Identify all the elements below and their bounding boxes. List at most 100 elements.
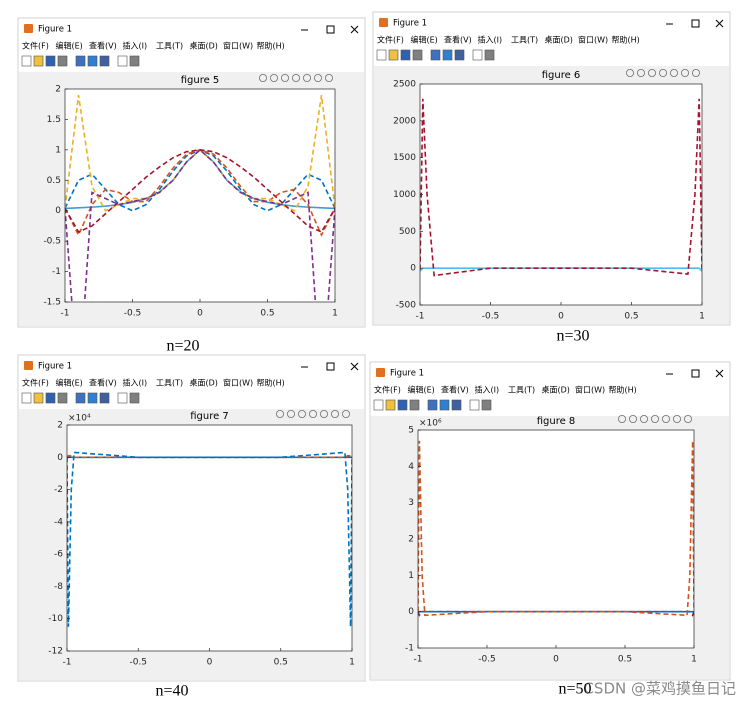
menu-item[interactable]: 帮助(H) (257, 378, 285, 388)
toolbar-button[interactable] (373, 399, 384, 411)
axes-toolbar-button[interactable] (269, 74, 278, 83)
menu-item[interactable]: 插入(I) (475, 385, 500, 395)
axes-toolbar-button[interactable] (692, 69, 701, 78)
toolbar-button[interactable] (33, 55, 44, 67)
menu-item[interactable]: 查看(V) (89, 41, 117, 51)
axes-toolbar-button[interactable] (684, 414, 693, 423)
toolbar-button[interactable] (454, 49, 465, 61)
menu-item[interactable]: 帮助(H) (612, 35, 640, 45)
menu-item[interactable]: 插入(I) (123, 41, 148, 51)
menu-item[interactable]: 帮助(H) (609, 385, 637, 395)
toolbar-button[interactable] (129, 55, 140, 67)
menu-item[interactable]: 桌面(D) (545, 35, 573, 45)
axes-toolbar-button[interactable] (670, 69, 679, 78)
menu-item[interactable]: 窗口(W) (578, 35, 608, 45)
toolbar-button[interactable] (75, 392, 86, 404)
menu-item[interactable]: 帮助(H) (257, 41, 285, 51)
menu-item[interactable]: 工具(T) (156, 379, 183, 388)
toolbar-button[interactable] (472, 49, 483, 61)
menu-item[interactable]: 文件(F) (374, 385, 401, 395)
toolbar-button[interactable] (129, 392, 140, 404)
axes-toolbar-button[interactable] (662, 414, 671, 423)
menu-item[interactable]: 文件(F) (22, 41, 49, 51)
menu-item[interactable]: 文件(F) (377, 35, 404, 45)
toolbar-button[interactable] (397, 399, 408, 411)
axes-toolbar-button[interactable] (286, 409, 295, 418)
menu-item[interactable]: 窗口(W) (223, 378, 253, 388)
axes-toolbar-button[interactable] (258, 74, 267, 83)
toolbar-button[interactable] (388, 49, 399, 61)
toolbar-button[interactable] (87, 55, 98, 67)
menu-item[interactable]: 编辑(E) (56, 41, 83, 51)
toolbar-button[interactable] (45, 392, 56, 404)
axes-toolbar-button[interactable] (341, 409, 350, 418)
maximize-button[interactable] (691, 19, 700, 28)
toolbar-button[interactable] (87, 392, 98, 404)
menu-item[interactable]: 编辑(E) (408, 385, 435, 395)
axes-toolbar-button[interactable] (297, 409, 306, 418)
close-button[interactable] (350, 25, 359, 34)
axes-toolbar-button[interactable] (618, 414, 627, 423)
toolbar-button[interactable] (99, 392, 110, 404)
maximize-button[interactable] (326, 362, 335, 371)
maximize-button[interactable] (326, 25, 335, 34)
toolbar-button[interactable] (427, 399, 438, 411)
axes-toolbar-button[interactable] (651, 414, 660, 423)
menu-item[interactable]: 工具(T) (508, 386, 535, 395)
toolbar-button[interactable] (442, 49, 453, 61)
axes-toolbar-button[interactable] (275, 409, 284, 418)
menu-item[interactable]: 工具(T) (511, 36, 538, 45)
toolbar-button[interactable] (99, 55, 110, 67)
toolbar-button[interactable] (481, 399, 492, 411)
toolbar-button[interactable] (21, 392, 32, 404)
menu-item[interactable]: 文件(F) (22, 378, 49, 388)
menu-item[interactable]: 插入(I) (478, 35, 503, 45)
toolbar-button[interactable] (451, 399, 462, 411)
axes-toolbar-button[interactable] (681, 69, 690, 78)
toolbar-button[interactable] (484, 49, 495, 61)
toolbar-button[interactable] (376, 49, 387, 61)
menu-item[interactable]: 查看(V) (89, 378, 117, 388)
axes-toolbar-button[interactable] (673, 414, 682, 423)
menu-item[interactable]: 编辑(E) (56, 378, 83, 388)
axes-toolbar-button[interactable] (640, 414, 649, 423)
toolbar-button[interactable] (21, 55, 32, 67)
toolbar-button[interactable] (117, 392, 128, 404)
toolbar-button[interactable] (57, 392, 68, 404)
axes-toolbar-button[interactable] (308, 409, 317, 418)
axes-toolbar-button[interactable] (330, 409, 339, 418)
axes-toolbar-button[interactable] (626, 69, 635, 78)
axes-toolbar-button[interactable] (291, 74, 300, 83)
axes-toolbar-button[interactable] (302, 74, 311, 83)
close-button[interactable] (350, 362, 359, 371)
toolbar-button[interactable] (385, 399, 396, 411)
menu-item[interactable]: 编辑(E) (411, 35, 438, 45)
axes-toolbar-button[interactable] (280, 74, 289, 83)
toolbar-button[interactable] (117, 55, 128, 67)
axes-toolbar-button[interactable] (319, 409, 328, 418)
axes-toolbar-button[interactable] (629, 414, 638, 423)
menu-item[interactable]: 工具(T) (156, 42, 183, 51)
close-button[interactable] (715, 369, 724, 378)
toolbar-button[interactable] (409, 399, 420, 411)
menu-item[interactable]: 窗口(W) (575, 385, 605, 395)
toolbar-button[interactable] (430, 49, 441, 61)
axes-toolbar-button[interactable] (637, 69, 646, 78)
menu-item[interactable]: 查看(V) (444, 35, 472, 45)
axes-toolbar-button[interactable] (648, 69, 657, 78)
maximize-button[interactable] (691, 369, 700, 378)
menu-item[interactable]: 窗口(W) (223, 41, 253, 51)
toolbar-button[interactable] (439, 399, 450, 411)
toolbar-button[interactable] (57, 55, 68, 67)
close-button[interactable] (715, 19, 724, 28)
toolbar-button[interactable] (469, 399, 480, 411)
toolbar-button[interactable] (75, 55, 86, 67)
axes-toolbar-button[interactable] (659, 69, 668, 78)
menu-item[interactable]: 桌面(D) (542, 385, 570, 395)
toolbar-button[interactable] (45, 55, 56, 67)
toolbar-button[interactable] (412, 49, 423, 61)
axes-toolbar-button[interactable] (324, 74, 333, 83)
toolbar-button[interactable] (33, 392, 44, 404)
menu-item[interactable]: 桌面(D) (190, 378, 218, 388)
toolbar-button[interactable] (400, 49, 411, 61)
